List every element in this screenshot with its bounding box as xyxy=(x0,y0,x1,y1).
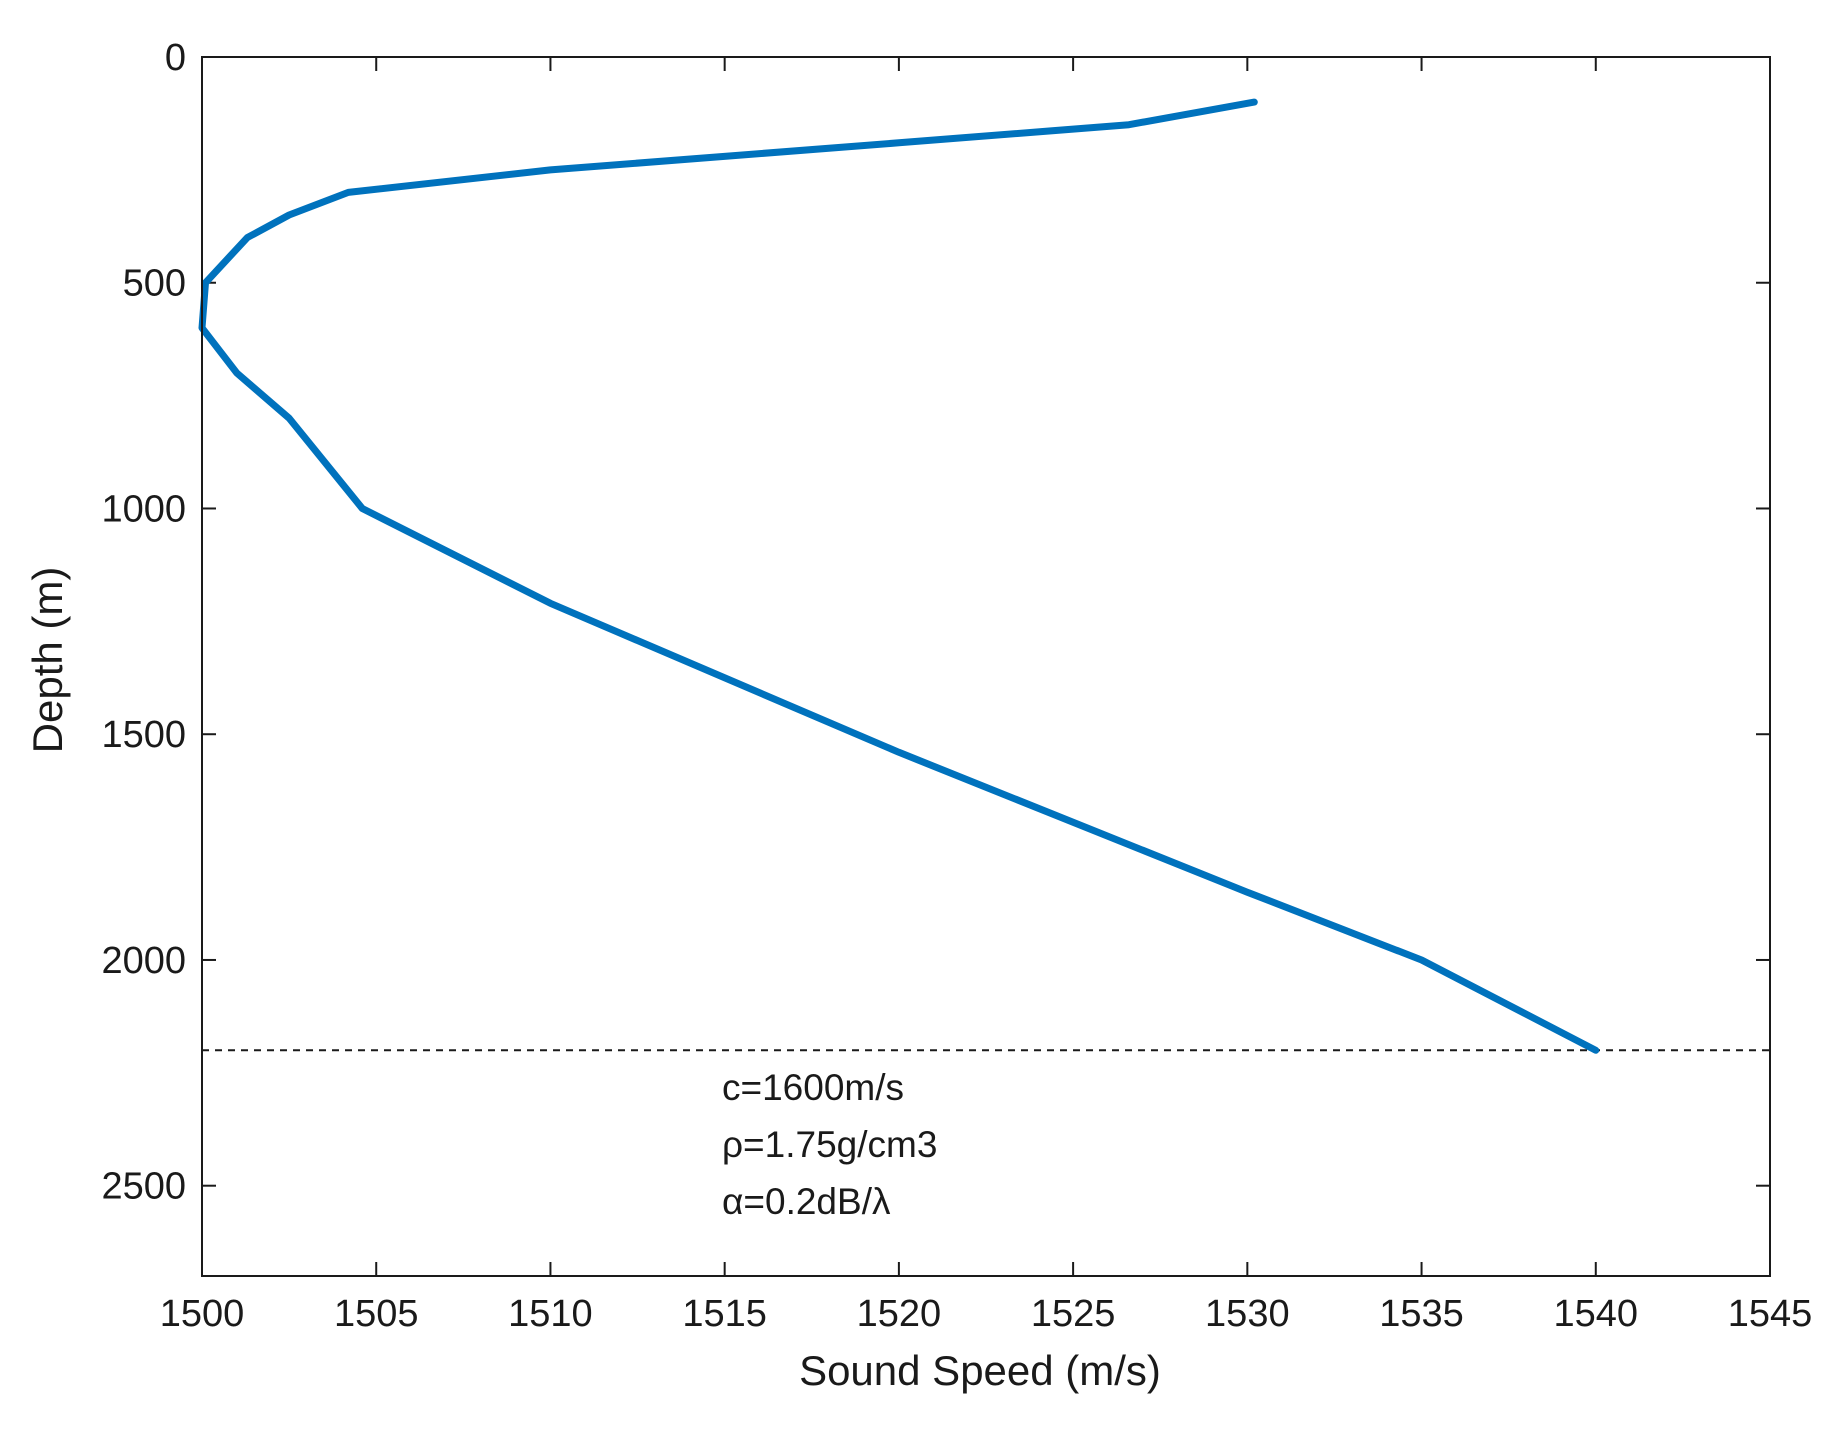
x-tick-label: 1515 xyxy=(682,1293,767,1335)
x-tick-label: 1505 xyxy=(334,1293,419,1335)
x-tick-label: 1525 xyxy=(1031,1293,1116,1335)
x-tick-label: 1540 xyxy=(1554,1293,1639,1335)
x-tick-label: 1530 xyxy=(1205,1293,1290,1335)
annotation-density: ρ=1.75g/cm3 xyxy=(722,1124,937,1165)
axis-ticks: 1500 1505 1510 1515 1520 1525 1530 1535 1540 1545… xyxy=(101,37,1812,1335)
y-tick-label: 2500 xyxy=(101,1166,186,1208)
y-tick-label: 1500 xyxy=(101,714,186,756)
y-axis-label: Depth (m) xyxy=(24,567,71,754)
x-tick-label: 1500 xyxy=(160,1293,245,1335)
x-tick-label: 1510 xyxy=(508,1293,593,1335)
y-tick-label: 500 xyxy=(123,263,186,305)
sound-speed-profile-line xyxy=(198,98,1600,1054)
y-tick-label: 2000 xyxy=(101,940,186,982)
plot-frame xyxy=(201,56,1771,1277)
y-tick-label: 1000 xyxy=(101,488,186,530)
x-tick-label: 1535 xyxy=(1379,1293,1464,1335)
chart-marks xyxy=(198,98,1770,1054)
annotation-speed: c=1600m/s xyxy=(722,1067,904,1108)
x-axis-label: Sound Speed (m/s) xyxy=(799,1347,1161,1394)
y-tick-label: 0 xyxy=(165,37,186,79)
x-tick-label: 1545 xyxy=(1728,1293,1813,1335)
x-tick-label: 1520 xyxy=(857,1293,942,1335)
annotation-attenuation: α=0.2dB/λ xyxy=(722,1181,891,1222)
